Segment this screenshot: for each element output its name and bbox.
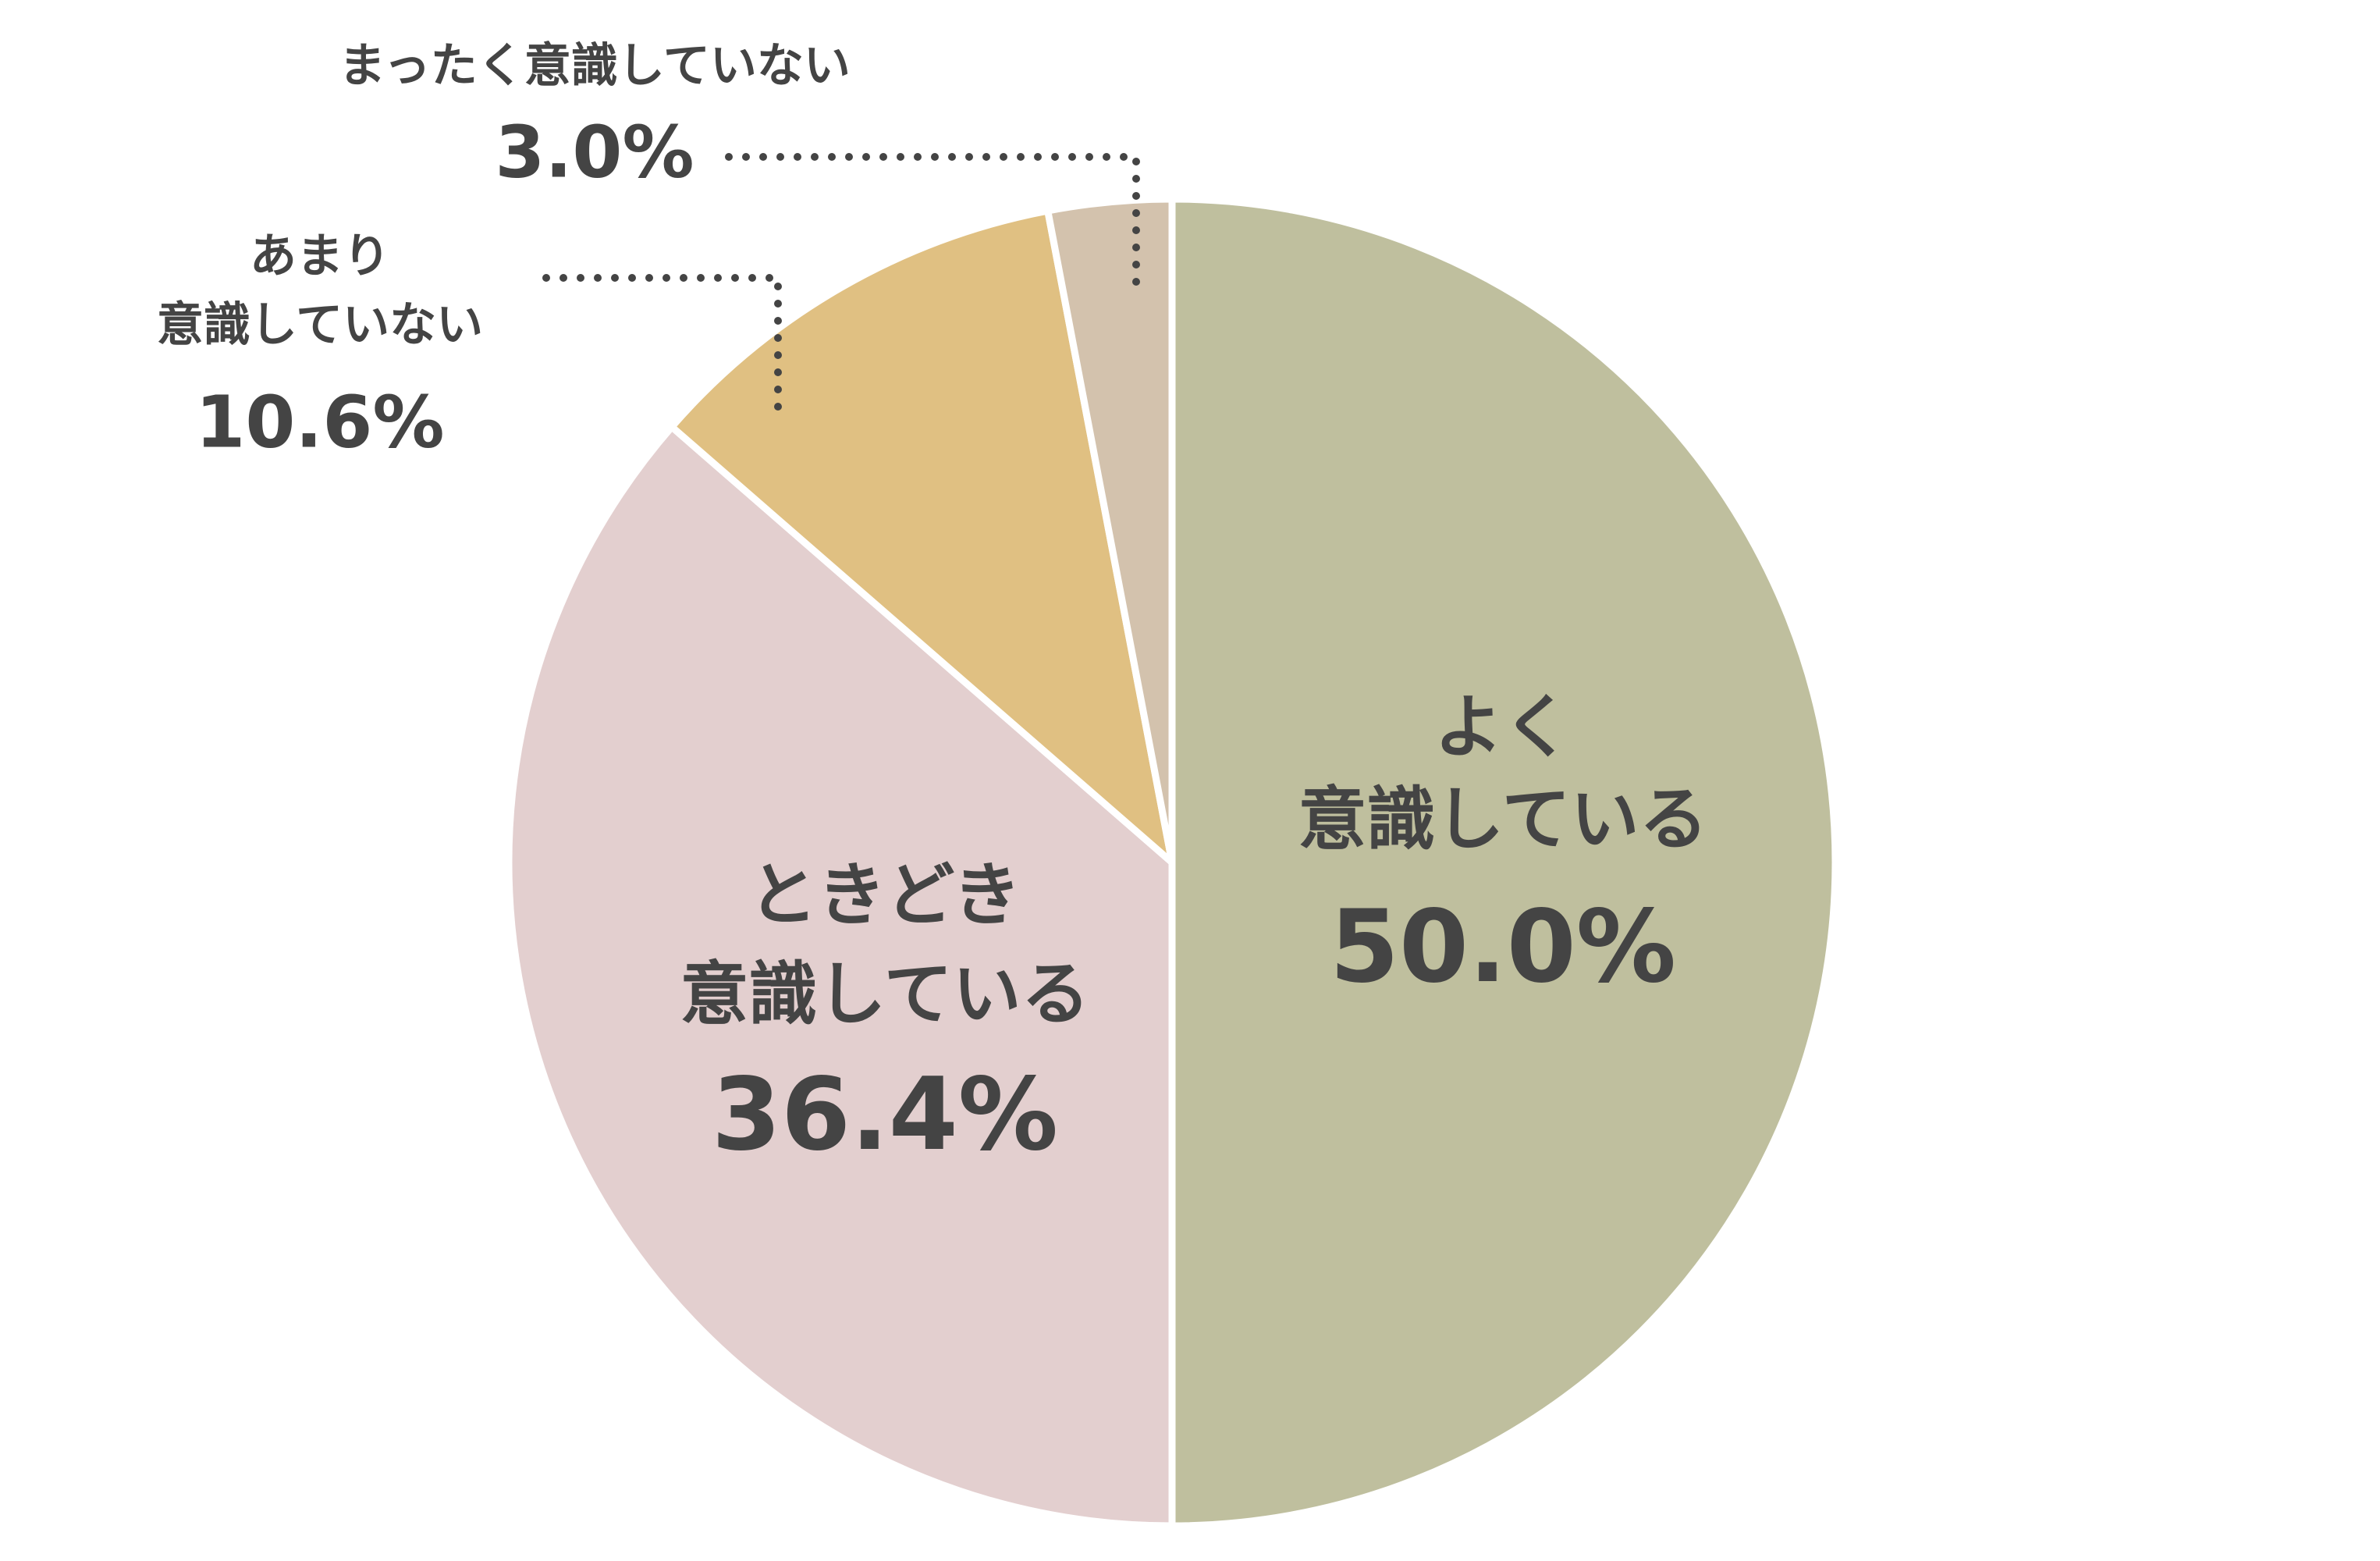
value-label: 50.0% [1330,889,1676,1005]
pie-slice [505,423,1176,1530]
slice-label: よく [1434,687,1572,767]
slice-label: 意識している [680,954,1089,1034]
pie-slice [668,207,1176,866]
slice-label: 意識している [1298,779,1707,859]
slice-label: ときどき [748,855,1021,935]
pie-slice [1044,195,1176,866]
leader-line [725,153,1140,290]
value-label: 10.6% [195,380,444,464]
slice-label: 意識していない [157,298,483,353]
slice-label: あまり [250,229,390,284]
leader-line [542,274,782,419]
pie-slice [1168,195,1839,1530]
slice-label: まったく意識していない [339,39,851,94]
value-label: 3.0% [495,110,694,194]
value-label: 36.4% [712,1057,1058,1173]
